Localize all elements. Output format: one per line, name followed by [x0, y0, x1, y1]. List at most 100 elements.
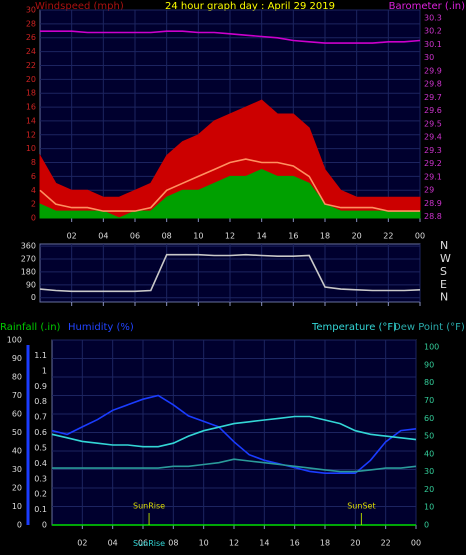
temperature-label: Temperature (°F) — [311, 322, 397, 333]
y2-tick-label: 28.8 — [424, 212, 442, 221]
x-tick-label: 02 — [77, 539, 87, 548]
x-tick-label: 14 — [257, 232, 267, 241]
x-tick-label: 18 — [320, 232, 330, 241]
y2-tick-label: 30.3 — [424, 13, 442, 22]
y2-tick-label: 50 — [424, 432, 434, 441]
wind-area — [39, 99, 421, 219]
y-tick-label: 100 — [7, 336, 22, 345]
x-tick-label: 22 — [383, 232, 393, 241]
humidity-label: Humidity (%) — [68, 322, 134, 333]
series-line — [51, 415, 417, 448]
x-tick-label: 02 — [67, 232, 77, 241]
y3-tick-label: 0 — [42, 521, 47, 530]
y2-tick-label: 29.9 — [424, 66, 442, 75]
y-tick-label: 16 — [26, 103, 36, 112]
y-tick-label: 18 — [26, 89, 36, 98]
y-tick-label: 10 — [12, 502, 22, 511]
y-tick-label: 20 — [12, 484, 22, 493]
y-tick-label: 0 — [31, 214, 36, 223]
y-tick-label: 50 — [12, 428, 22, 437]
y2-tick-label: 30 — [424, 467, 434, 476]
y2-tick-label: 28.9 — [424, 199, 442, 208]
y2-tick-label: 20 — [424, 485, 434, 494]
y2-tick-label: 10 — [424, 503, 434, 512]
y3-tick-label: 0.3 — [34, 474, 47, 483]
y2-tick-label: 29.7 — [424, 93, 442, 102]
y3-tick-label: 1 — [42, 366, 47, 375]
x-tick-label: 10 — [199, 539, 209, 548]
y-tick-label: 26 — [26, 33, 36, 42]
y-tick-label: 0 — [31, 293, 36, 302]
y2-tick-label: 30.2 — [424, 27, 442, 36]
y2-tick-label: 29.5 — [424, 119, 442, 128]
y2-tick-label: 40 — [424, 449, 434, 458]
x-tick-label: 22 — [381, 539, 391, 548]
x-tick-label: 08 — [162, 232, 172, 241]
y-tick-label: 270 — [21, 255, 36, 264]
y3-tick-label: 0.5 — [34, 443, 47, 452]
series-line — [52, 458, 417, 473]
y-tick-label: 60 — [12, 410, 22, 419]
sun-label: SunSet — [347, 502, 375, 511]
y2-tick-label: 29.1 — [424, 172, 442, 181]
x-tick-label: 12 — [225, 232, 235, 241]
y2-tick-label: 29.8 — [424, 80, 442, 89]
y-tick-label: 90 — [12, 354, 22, 363]
x-tick-label: 20 — [352, 232, 362, 241]
y3-tick-label: 0.7 — [34, 413, 47, 422]
x-tick-label: 00 — [415, 232, 425, 241]
y-tick-label: 8 — [31, 158, 36, 167]
y-tick-label: 10 — [26, 144, 36, 153]
y2-tick-label: 0 — [424, 521, 429, 530]
y2-tick-label: 30 — [424, 53, 434, 62]
x-tick-label: 12 — [229, 539, 239, 548]
x-tick-label: 10 — [193, 232, 203, 241]
y-tick-label: 28 — [26, 19, 36, 28]
y2-tick-label: 29.6 — [424, 106, 442, 115]
y-tick-label: 22 — [26, 61, 36, 70]
y3-tick-label: 0.6 — [34, 428, 47, 437]
x-tick-label: 16 — [290, 539, 300, 548]
y-tick-label: 4 — [31, 186, 36, 195]
y2-tick-label: 80 — [424, 378, 434, 387]
x-tick-label: 16 — [288, 232, 298, 241]
y-tick-label: 20 — [26, 75, 36, 84]
y2-tick-label: 29.3 — [424, 146, 442, 155]
y-tick-label: 30 — [26, 6, 36, 15]
y3-tick-label: 0.1 — [34, 505, 47, 514]
y-tick-label: 30 — [12, 465, 22, 474]
y2-tick-label: S — [440, 265, 447, 278]
y2-tick-label: 70 — [424, 396, 434, 405]
y-tick-label: 24 — [26, 47, 36, 56]
y2-tick-label: 29 — [424, 186, 434, 195]
x-tick-label: 20 — [350, 539, 360, 548]
barometer-axis-label: Barometer (.in) — [389, 1, 465, 12]
x-tick-label: 14 — [259, 539, 269, 548]
x-tick-label: 04 — [98, 232, 108, 241]
y-tick-label: 12 — [26, 130, 36, 139]
series-line — [51, 394, 417, 474]
y3-tick-label: 0.2 — [34, 490, 47, 499]
y-tick-label: 360 — [21, 242, 36, 251]
x-tick-label: 04 — [108, 539, 118, 548]
y-tick-label: 40 — [12, 447, 22, 456]
y3-tick-label: 0.9 — [34, 382, 47, 391]
y2-tick-label: 100 — [424, 343, 439, 352]
series-line — [40, 30, 421, 44]
series-line — [39, 158, 420, 212]
y-tick-label: 6 — [31, 172, 36, 181]
x-tick-label: 06 — [138, 539, 148, 548]
sun-label-bottom: SunRise — [133, 539, 165, 548]
x-tick-label: 06 — [130, 232, 140, 241]
y-tick-label: 0 — [17, 521, 22, 530]
y2-tick-label: 29.4 — [424, 133, 442, 142]
y-tick-label: 2 — [31, 200, 36, 209]
y2-tick-label: 29.2 — [424, 159, 442, 168]
y3-tick-label: 0.8 — [34, 397, 47, 406]
y2-tick-label: N — [440, 239, 448, 252]
y2-tick-label: W — [440, 252, 451, 265]
y3-tick-label: 1.1 — [34, 351, 47, 360]
x-tick-label: 00 — [411, 539, 421, 548]
y2-tick-label: 30.1 — [424, 40, 442, 49]
